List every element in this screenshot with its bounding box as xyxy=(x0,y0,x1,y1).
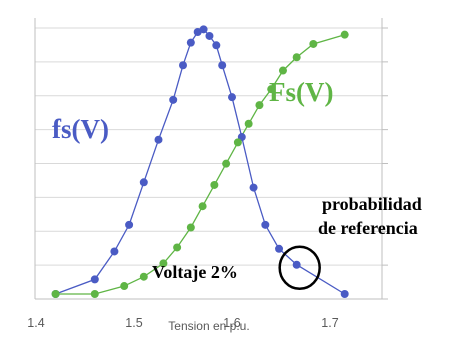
x-tick-label: 1.6 xyxy=(223,316,240,330)
data-point-fs xyxy=(249,183,258,192)
reference-probability-label-line2: de referencia xyxy=(318,218,418,238)
data-point-Fs xyxy=(309,39,318,48)
data-point-Fs xyxy=(233,138,242,147)
x-tick-label: 1.7 xyxy=(321,316,338,330)
data-point-fs xyxy=(154,135,163,144)
data-point-fs xyxy=(212,41,221,50)
series-line-fs xyxy=(55,28,346,295)
data-point-fs xyxy=(275,244,284,253)
x-axis-label: Tension en p.u. xyxy=(168,319,249,333)
data-point-Fs xyxy=(90,290,99,298)
Fs-series-label: Fs(V) xyxy=(269,77,333,107)
x-tick-label: 1.5 xyxy=(125,316,142,330)
data-point-Fs xyxy=(292,53,301,62)
data-point-Fs xyxy=(120,282,129,291)
series-points xyxy=(51,25,349,298)
data-point-Fs xyxy=(51,290,60,298)
data-point-Fs xyxy=(159,259,168,268)
voltage-2pct-label: Voltaje 2% xyxy=(152,262,238,282)
data-point-Fs xyxy=(198,202,207,211)
data-point-fs xyxy=(228,93,236,102)
data-point-Fs xyxy=(210,180,219,189)
data-point-Fs xyxy=(267,85,276,94)
data-point-fs xyxy=(186,38,195,47)
axes xyxy=(34,18,383,300)
fs-series-label: fs(V) xyxy=(52,114,109,144)
data-point-Fs xyxy=(255,101,264,110)
data-point-fs xyxy=(199,25,208,34)
data-point-fs xyxy=(205,31,214,40)
data-point-fs xyxy=(292,260,301,269)
data-point-fs xyxy=(90,275,99,284)
data-point-fs xyxy=(169,95,178,104)
x-tick-labels: 1.4 1.5 1.6 1.7 xyxy=(27,316,338,330)
data-point-fs xyxy=(125,220,134,229)
data-point-Fs xyxy=(244,119,253,128)
data-point-Fs xyxy=(139,272,148,281)
data-point-fs xyxy=(261,220,270,229)
data-point-fs xyxy=(218,61,227,70)
series-lines xyxy=(55,28,346,295)
data-point-Fs xyxy=(340,30,349,39)
reference-probability-label-line1: probabilidad xyxy=(322,194,422,214)
data-point-Fs xyxy=(173,243,182,252)
series-line-Fs xyxy=(55,34,345,295)
data-point-fs xyxy=(110,247,119,256)
data-point-fs xyxy=(139,178,148,187)
gridlines xyxy=(35,27,388,300)
data-point-Fs xyxy=(222,159,231,168)
data-point-Fs xyxy=(278,66,287,75)
reference-point-circle xyxy=(278,245,321,290)
data-point-Fs xyxy=(186,223,195,232)
x-tick-label: 1.4 xyxy=(27,316,44,330)
data-point-fs xyxy=(340,290,349,298)
data-point-fs xyxy=(179,61,187,70)
